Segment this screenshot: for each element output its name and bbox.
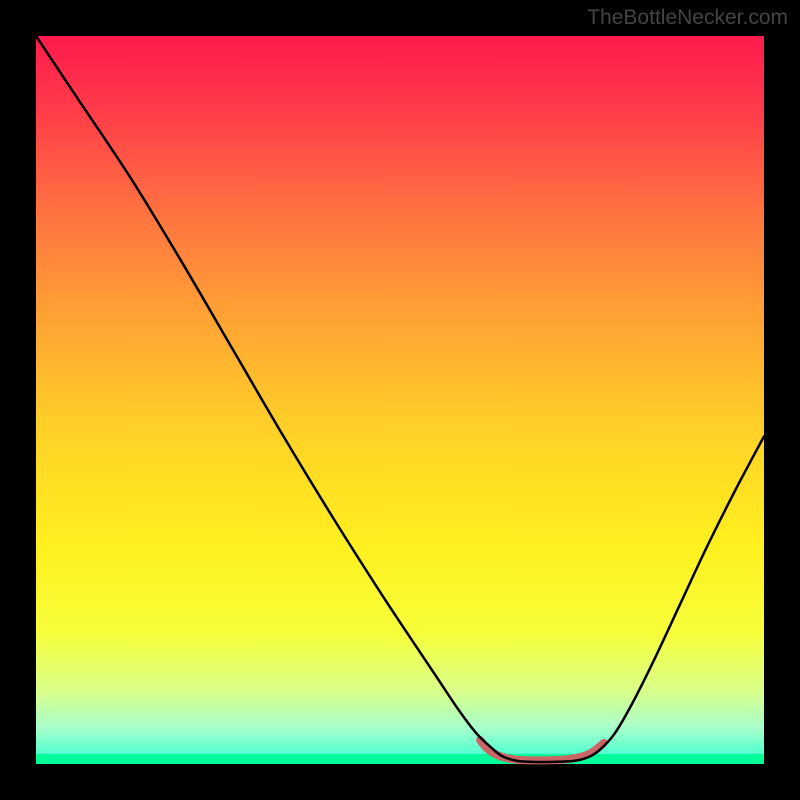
bottleneck-chart: TheBottleNecker.com (0, 0, 800, 800)
chart-svg (0, 0, 800, 800)
